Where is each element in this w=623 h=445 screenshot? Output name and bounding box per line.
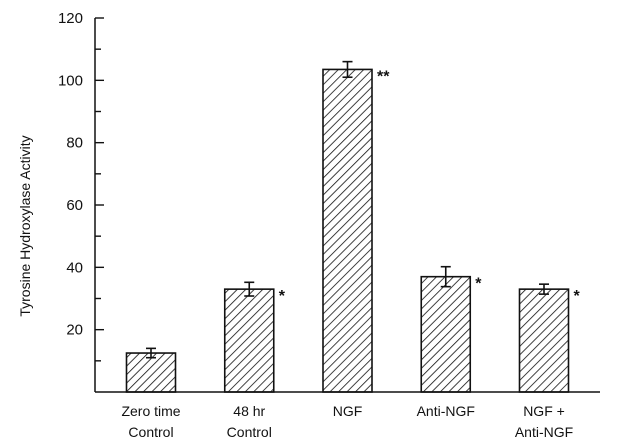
x-category-label: Zero time — [121, 403, 180, 419]
axes — [94, 17, 600, 393]
y-axis-label: Tyrosine Hydroxylase Activity — [17, 135, 33, 316]
y-tick-label: 20 — [66, 322, 83, 339]
bar-group — [125, 347, 177, 393]
significance-marker: ** — [377, 68, 390, 85]
significance-marker: * — [279, 288, 286, 305]
bar-group — [420, 265, 472, 393]
significance-marker: * — [574, 288, 581, 305]
bar — [223, 288, 275, 393]
y-tick-label: 40 — [66, 259, 83, 276]
significance-marker: * — [475, 276, 482, 293]
bar-group — [322, 60, 373, 393]
x-category-label: Control — [128, 424, 173, 440]
bars — [125, 60, 570, 393]
x-category-label: Control — [227, 424, 272, 440]
y-tick-label: 100 — [58, 72, 83, 89]
bar — [125, 352, 177, 393]
bar — [322, 68, 373, 393]
x-category-label: NGF — [333, 403, 363, 419]
x-category-label: Anti-NGF — [515, 424, 573, 440]
x-category-label: 48 hr — [233, 403, 265, 419]
bar-group — [518, 283, 570, 393]
x-category-label: Anti-NGF — [417, 403, 475, 419]
bar — [420, 275, 472, 393]
y-tick-label: 60 — [66, 197, 83, 214]
labels: 20 40 60 80 100 120 Zero time Control * 48 hr Cont… — [58, 10, 581, 440]
bar-group — [223, 281, 275, 393]
x-category-label: NGF + — [523, 403, 565, 419]
y-tick-label: 80 — [66, 135, 83, 152]
bar — [518, 288, 570, 393]
y-tick-label: 120 — [58, 10, 83, 27]
